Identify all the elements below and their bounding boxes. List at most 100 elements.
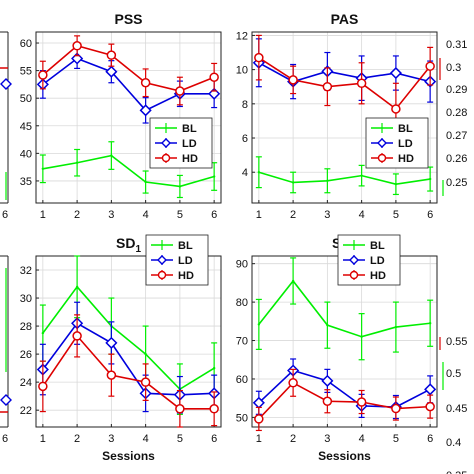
x-tick-label: 1 — [40, 433, 46, 445]
data-point — [291, 181, 295, 184]
data-point — [41, 331, 45, 335]
series-line — [258, 381, 431, 420]
data-point — [209, 72, 219, 82]
data-point — [425, 401, 435, 412]
legend-label: LD — [182, 138, 197, 150]
data-point — [394, 325, 398, 329]
x-tick-label: 6 — [427, 209, 433, 221]
x-tick-label: 5 — [393, 209, 399, 221]
x-tick-label: 3 — [324, 433, 330, 445]
data-point — [254, 414, 264, 424]
y-tick-label: 32 — [20, 265, 32, 277]
x-tick-label: 4 — [143, 433, 149, 445]
y-tick-label: 0.27 — [446, 130, 467, 142]
panel-title: SD1 — [116, 235, 141, 255]
data-point — [144, 352, 147, 356]
panel-title-text: SD — [116, 235, 135, 251]
y-tick-label: 40 — [20, 148, 32, 160]
y-tick-label: 0.4 — [446, 437, 461, 449]
data-point — [110, 154, 113, 157]
data-point — [322, 81, 333, 92]
data-point — [356, 397, 367, 407]
data-point — [428, 177, 432, 181]
x-tick-label: 2 — [290, 433, 296, 445]
series-line — [258, 279, 431, 338]
data-point — [326, 179, 329, 182]
data-point — [140, 77, 151, 88]
series-bl — [39, 141, 218, 199]
data-point — [394, 182, 398, 186]
axes-box — [35, 31, 222, 204]
series-line — [258, 56, 431, 111]
data-point — [105, 336, 118, 349]
legend-label: HD — [182, 153, 198, 165]
legend-label: HD — [398, 153, 414, 165]
x-tick-label: 1 — [40, 209, 46, 221]
axes-box — [251, 31, 438, 204]
legend: BL LD HD — [365, 117, 429, 169]
panel-title: PSS — [114, 11, 142, 27]
series-line — [42, 334, 215, 410]
y-tick-label: 0.3 — [446, 62, 461, 74]
panel-title: PAS — [331, 11, 359, 27]
axes-box — [35, 255, 222, 428]
data-point — [212, 366, 216, 370]
y-tick-label: 60 — [236, 374, 248, 386]
data-point — [75, 285, 79, 289]
y-tick-label: 0.29 — [446, 84, 467, 96]
y-tick-label: 50 — [20, 93, 32, 105]
data-point — [356, 78, 367, 89]
legend-label: HD — [370, 270, 386, 282]
data-point — [257, 171, 261, 174]
data-point — [178, 185, 182, 188]
legend-label: LD — [370, 255, 385, 267]
data-point — [360, 335, 363, 338]
legend: BL LD HD — [145, 234, 209, 286]
series-bl — [255, 156, 434, 196]
x-tick-label: 1 — [256, 209, 262, 221]
y-tick-label: 0.35 — [446, 470, 467, 474]
data-point — [326, 323, 329, 327]
data-point — [106, 50, 117, 60]
legend-marker — [161, 138, 171, 148]
data-point — [288, 75, 298, 85]
partial-panel-right-top: 0.31 0.3 0.29 0.28 0.27 0.26 0.25 — [439, 39, 467, 196]
x-tick-label: 2 — [74, 433, 80, 445]
x-tick-label: 4 — [359, 209, 365, 221]
series-hd — [38, 35, 219, 106]
legend-label: LD — [178, 255, 193, 267]
x-tick-label: 2 — [74, 209, 80, 221]
legend-marker — [157, 270, 167, 280]
series-line — [42, 57, 215, 112]
data-point — [424, 383, 437, 396]
data-point — [360, 174, 363, 177]
y-tick-label: 30 — [20, 293, 32, 305]
partial-panel-right-bottom: 0.55 0.5 0.45 0.4 0.35 — [439, 336, 467, 474]
series-hd — [38, 314, 219, 428]
data-point — [38, 70, 48, 80]
y-tick-label: 0.28 — [446, 107, 467, 119]
legend-label: LD — [398, 138, 413, 150]
series-bl — [255, 257, 434, 361]
y-tick-label: 12 — [236, 30, 248, 42]
series-line — [258, 369, 431, 408]
data-point — [140, 377, 151, 387]
y-tick-label: 28 — [20, 321, 32, 333]
data-point — [428, 322, 432, 325]
y-tick-label: 0.26 — [446, 153, 467, 165]
legend-marker — [161, 153, 171, 163]
x-tick-label: 5 — [177, 433, 183, 445]
data-point — [41, 167, 45, 170]
legend-label: BL — [182, 123, 197, 135]
panel-4: 1234565060708090SD2SessionsBLLDHD — [236, 234, 438, 463]
y-tick-label: 24 — [20, 377, 32, 389]
legend-marker — [157, 255, 167, 265]
data-point — [75, 161, 79, 164]
data-point — [72, 41, 82, 51]
y-tick-label: 70 — [236, 336, 248, 348]
x-tick-label: 5 — [177, 209, 183, 221]
data-point — [254, 52, 264, 63]
